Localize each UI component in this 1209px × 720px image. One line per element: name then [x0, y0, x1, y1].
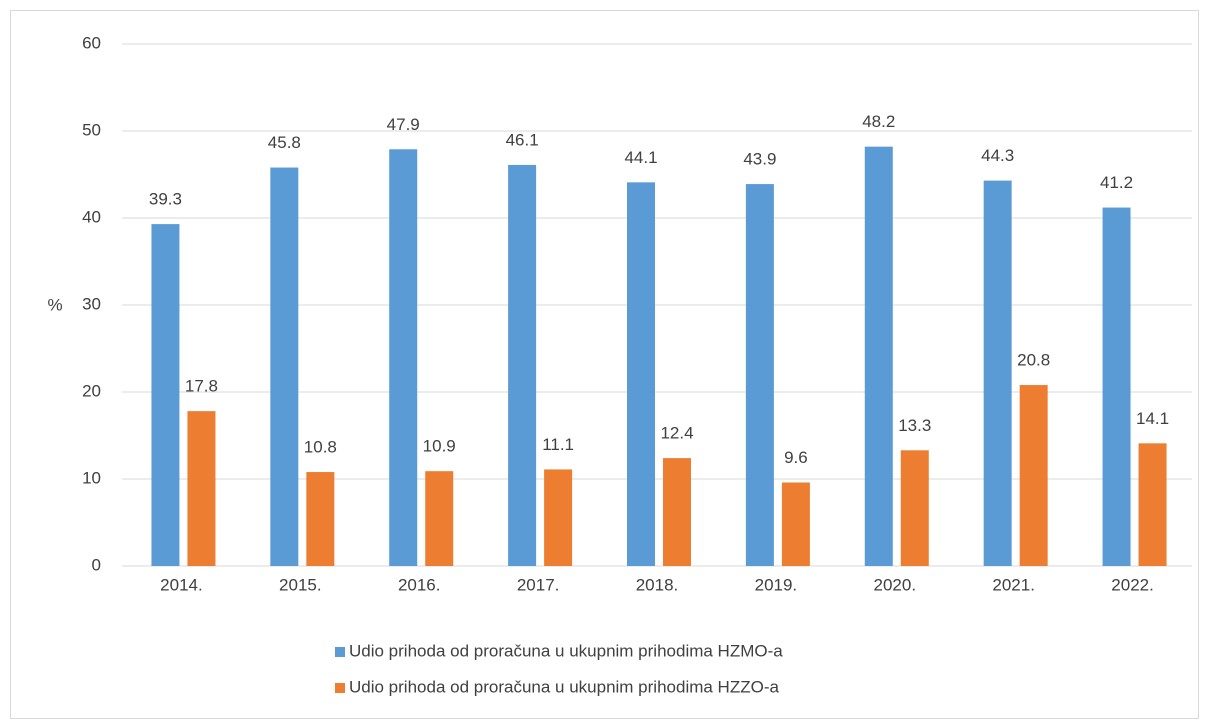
bar	[544, 469, 573, 566]
bar	[187, 411, 216, 566]
x-tick-label: 2016.	[398, 575, 441, 594]
bar	[306, 472, 335, 566]
data-label: 39.3	[149, 190, 182, 209]
data-label: 11.1	[542, 435, 574, 454]
data-label: 20.8	[1017, 351, 1050, 370]
bar	[864, 146, 893, 566]
y-tick-label: 0	[92, 555, 101, 574]
y-tick-label: 40	[82, 207, 101, 226]
x-tick-label: 2017.	[517, 575, 560, 594]
data-label: 43.9	[743, 150, 776, 169]
y-tick-label: 10	[82, 468, 101, 487]
legend-swatch	[335, 647, 345, 657]
data-label: 44.1	[624, 148, 657, 167]
data-label: 46.1	[506, 130, 539, 149]
bar	[425, 471, 454, 566]
data-label: 13.3	[898, 416, 931, 435]
data-label: 44.3	[981, 146, 1014, 165]
y-tick-label: 20	[82, 381, 101, 400]
bar	[508, 164, 537, 566]
legend-swatch	[335, 683, 345, 693]
bar	[781, 482, 810, 566]
x-tick-label: 2020.	[874, 575, 917, 594]
data-label: 41.2	[1100, 173, 1133, 192]
x-tick-label: 2014.	[160, 575, 203, 594]
bar	[1138, 443, 1167, 566]
data-label: 47.9	[387, 115, 420, 134]
data-label: 45.8	[268, 133, 301, 152]
data-label: 9.6	[784, 448, 808, 467]
bar	[745, 184, 774, 566]
bar	[270, 167, 299, 567]
data-label: 48.2	[862, 112, 895, 131]
legend-label: Udio prihoda od proračuna u ukupnim prih…	[349, 641, 783, 660]
x-tick-label: 2018.	[636, 575, 679, 594]
bar	[389, 149, 418, 566]
x-tick-label: 2022.	[1111, 575, 1154, 594]
bar	[627, 182, 655, 566]
legend-label: Udio prihoda od proračuna u ukupnim prih…	[349, 677, 779, 696]
bar	[983, 180, 1012, 566]
data-label: 17.8	[185, 377, 218, 396]
bar	[1102, 207, 1131, 566]
y-tick-label: 30	[82, 294, 101, 313]
bar	[1019, 385, 1048, 566]
bar	[663, 458, 691, 566]
bar	[151, 224, 180, 566]
data-label: 10.9	[423, 437, 456, 456]
x-tick-label: 2019.	[755, 575, 798, 594]
y-tick-label: 60	[82, 33, 101, 52]
y-axis-label: %	[47, 295, 62, 314]
y-tick-label: 50	[82, 120, 101, 139]
x-tick-label: 2015.	[279, 575, 322, 594]
data-label: 12.4	[660, 424, 693, 443]
data-label: 10.8	[304, 438, 337, 457]
bar	[900, 450, 929, 566]
data-label: 14.1	[1136, 409, 1169, 428]
x-tick-label: 2021.	[992, 575, 1035, 594]
